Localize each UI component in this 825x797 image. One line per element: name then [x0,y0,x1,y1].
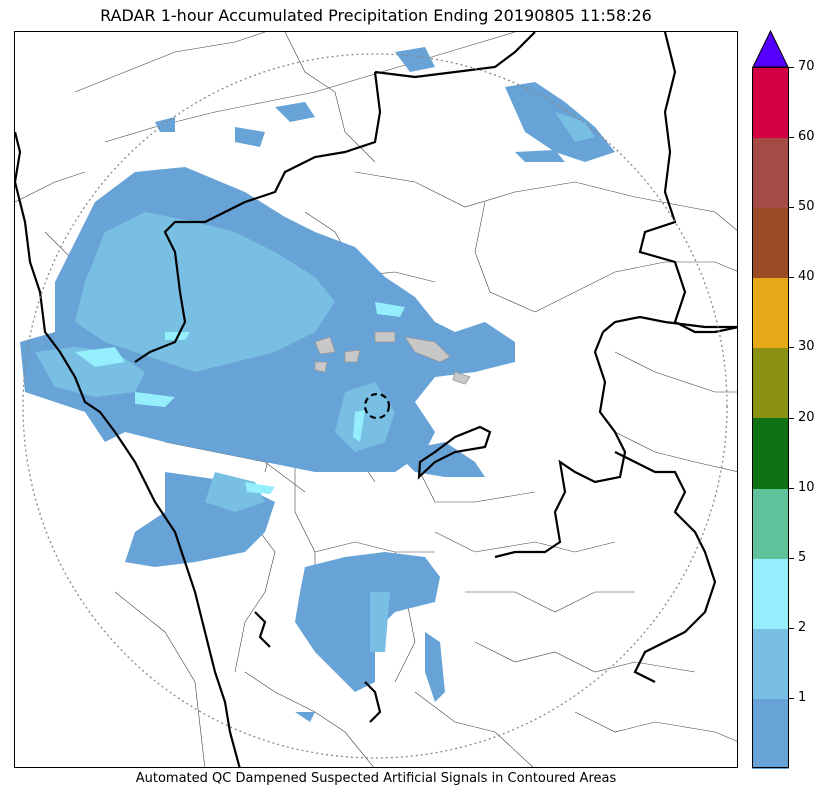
colorbar-segment-0-1 [752,697,789,769]
colorbar-segment-50-60 [752,137,789,209]
colorbar-tick [789,347,794,348]
colorbar-tick [789,67,794,68]
colorbar-tick [789,698,794,699]
colorbar-segment-1-2 [752,627,789,699]
colorbar-tick-label: 70 [798,59,815,74]
colorbar-tick [789,207,794,208]
colorbar-tick [789,137,794,138]
colorbar-segment-20-30 [752,347,789,419]
radar-map [14,31,738,768]
colorbar-tick-label: 2 [798,620,807,635]
state-borders [15,32,737,767]
colorbar-tick-label: 50 [798,199,815,214]
map-caption: Automated QC Dampened Suspected Artifici… [135,771,617,786]
colorbar-tick [789,558,794,559]
colorbar-tick-label: 20 [798,410,815,425]
colorbar-segment-2-5 [752,557,789,629]
colorbar-tick [789,418,794,419]
radar-range-ring [22,53,728,759]
colorbar-tick [789,488,794,489]
colorbar-tick-label: 40 [798,269,815,284]
map-title: RADAR 1-hour Accumulated Precipitation E… [100,6,652,25]
colorbar-tick [789,277,794,278]
colorbar-tick [789,628,794,629]
colorbar-segment-60-70 [752,67,789,138]
colorbar-tick-label: 60 [798,129,815,144]
colorbar-tick-label: 10 [798,480,815,495]
map-canvas [15,32,737,767]
colorbar-overflow-arrow [752,30,789,68]
colorbar-segment-5-10 [752,487,789,559]
colorbar-tick-label: 30 [798,339,815,354]
precip-heavy [75,302,405,494]
colorbar [752,30,789,769]
colorbar-segment-40-50 [752,207,789,279]
radar-site-marker [363,392,391,420]
qc-areas [314,331,471,385]
colorbar-tick-label: 5 [798,550,807,565]
colorbar-segment-10-20 [752,417,789,489]
colorbar-tick-label: 1 [798,690,807,705]
colorbar-segment-30-40 [752,277,789,349]
